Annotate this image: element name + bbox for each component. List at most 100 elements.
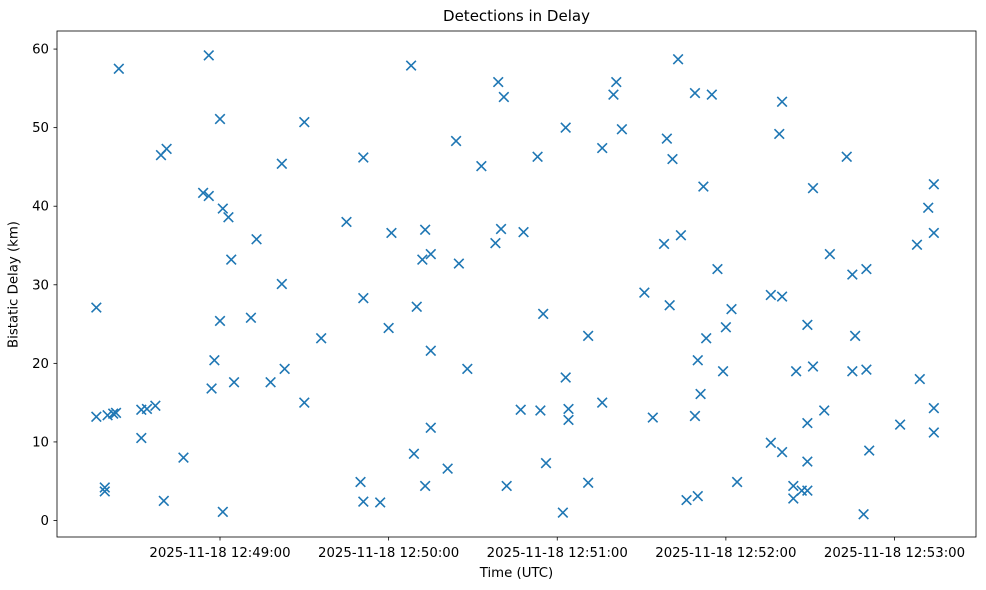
data-point-marker xyxy=(214,113,226,125)
data-point-marker xyxy=(442,463,454,475)
data-point-marker xyxy=(675,229,687,241)
data-point-marker xyxy=(245,312,257,324)
data-point-marker xyxy=(476,160,487,172)
data-point-marker xyxy=(700,332,712,344)
data-point-marker xyxy=(818,405,830,416)
data-point-marker xyxy=(197,187,209,199)
data-point-marker xyxy=(664,299,676,311)
data-point-marker xyxy=(355,476,366,488)
data-point-marker xyxy=(914,373,926,385)
data-point-marker xyxy=(518,226,529,238)
data-point-marker xyxy=(135,432,147,444)
data-point-marker xyxy=(90,411,102,423)
data-point-marker xyxy=(647,412,659,423)
data-point-marker xyxy=(807,361,819,372)
data-point-marker xyxy=(276,158,288,170)
data-point-marker xyxy=(861,364,872,376)
x-tick-label: 2025-11-18 12:49:00 xyxy=(149,546,290,561)
data-point-marker xyxy=(408,448,420,460)
data-point-marker xyxy=(501,480,513,492)
data-point-marker xyxy=(279,363,291,375)
data-point-marker xyxy=(824,248,836,260)
x-tick-label: 2025-11-18 12:51:00 xyxy=(487,546,628,561)
data-point-marker xyxy=(841,151,853,163)
data-point-marker xyxy=(495,223,507,235)
data-point-marker xyxy=(928,427,940,438)
data-point-marker xyxy=(802,417,813,429)
data-point-marker xyxy=(298,116,310,128)
data-point-marker xyxy=(99,482,111,493)
x-tick-label: 2025-11-18 12:50:00 xyxy=(318,546,459,561)
data-point-marker xyxy=(731,476,743,488)
data-point-marker xyxy=(776,96,788,108)
data-point-marker xyxy=(228,376,240,388)
data-point-marker xyxy=(405,60,417,71)
data-point-marker xyxy=(141,403,153,415)
data-point-marker xyxy=(206,383,217,394)
data-point-marker xyxy=(639,287,650,299)
data-point-marker xyxy=(203,49,215,61)
data-point-marker xyxy=(341,216,352,228)
data-point-marker xyxy=(515,404,527,416)
data-point-marker xyxy=(357,152,369,163)
data-point-marker xyxy=(717,365,729,377)
data-point-marker xyxy=(535,405,546,416)
data-point-marker xyxy=(217,506,229,518)
data-point-marker xyxy=(203,190,215,202)
data-point-marker xyxy=(894,419,906,431)
data-point-marker xyxy=(695,388,706,400)
data-point-marker xyxy=(802,319,813,331)
data-point-marker xyxy=(596,397,608,409)
data-point-marker xyxy=(790,365,802,377)
data-point-marker xyxy=(726,303,737,315)
data-point-marker xyxy=(911,239,923,251)
data-point-marker xyxy=(540,457,552,469)
data-point-marker xyxy=(689,410,701,422)
data-point-marker xyxy=(453,258,465,269)
data-point-marker xyxy=(698,181,709,192)
data-point-marker xyxy=(99,486,111,497)
data-point-marker xyxy=(214,315,226,327)
data-point-marker xyxy=(537,308,549,320)
data-point-marker xyxy=(209,354,220,366)
data-point-marker xyxy=(928,402,940,414)
data-point-marker xyxy=(773,128,785,140)
data-point-marker xyxy=(712,263,723,275)
data-point-marker xyxy=(419,224,431,236)
data-point-marker xyxy=(787,493,799,504)
data-point-marker xyxy=(776,446,788,458)
data-point-marker xyxy=(498,91,510,103)
data-point-marker xyxy=(765,437,777,449)
data-point-marker xyxy=(90,302,102,313)
data-point-marker xyxy=(861,263,872,275)
x-axis-label: Time (UTC) xyxy=(479,566,554,581)
data-point-marker xyxy=(928,178,940,190)
data-point-marker xyxy=(298,397,310,409)
data-point-marker xyxy=(223,211,234,223)
data-point-marker xyxy=(386,227,397,239)
data-point-marker xyxy=(658,238,670,250)
data-point-marker xyxy=(582,330,594,342)
data-point-marker xyxy=(922,202,934,214)
data-point-marker xyxy=(616,123,628,135)
data-point-marker xyxy=(667,153,678,165)
data-point-marker xyxy=(765,289,777,301)
plot-spines xyxy=(56,30,977,538)
data-point-marker xyxy=(776,291,788,302)
data-point-marker xyxy=(416,254,428,266)
data-point-marker xyxy=(155,149,167,161)
data-point-marker xyxy=(807,182,819,194)
data-point-marker xyxy=(560,372,572,383)
data-point-marker xyxy=(563,414,574,426)
data-point-marker xyxy=(532,151,543,163)
data-point-marker xyxy=(315,332,327,344)
data-point-marker xyxy=(706,89,718,101)
data-point-marker xyxy=(610,76,622,88)
data-point-marker xyxy=(357,496,369,508)
y-tick-label: 0 xyxy=(41,514,49,529)
data-point-marker xyxy=(450,135,462,147)
y-tick-label: 30 xyxy=(32,278,49,293)
y-tick-label: 40 xyxy=(32,200,49,215)
